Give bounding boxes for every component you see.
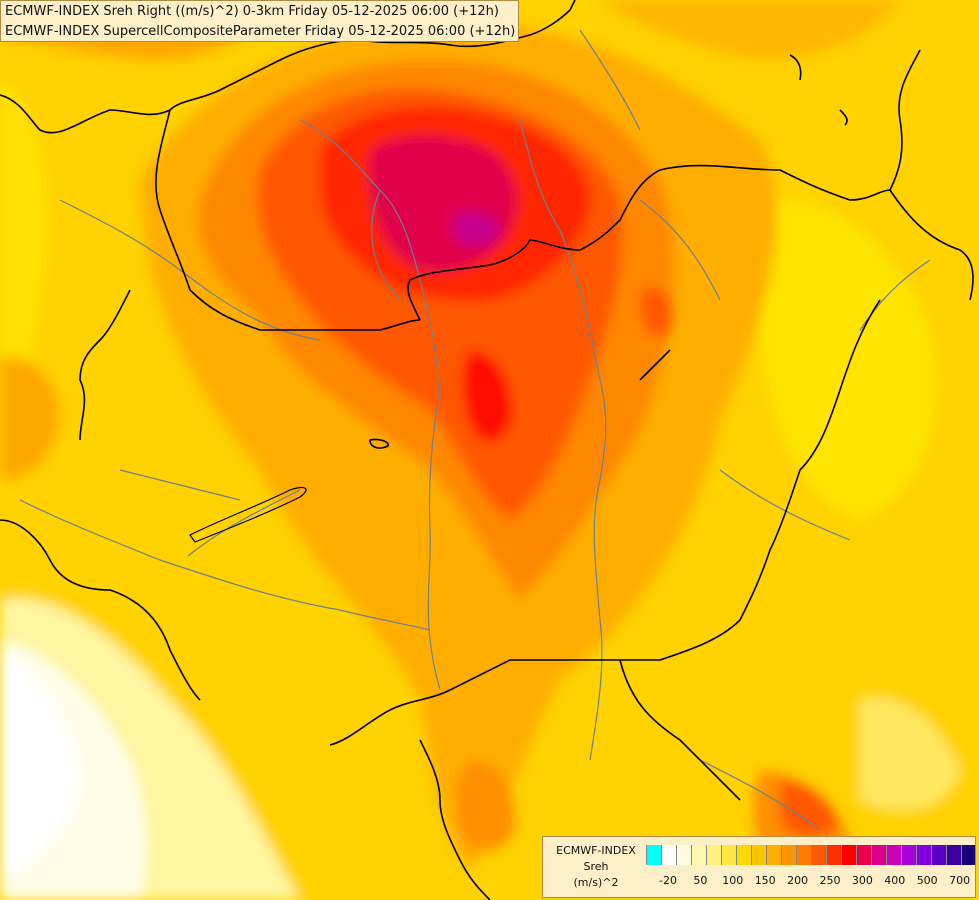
color-legend: ECMWF-INDEX Sreh (m/s)^2 -20 50 100 150 200 2…: [542, 836, 976, 898]
legend-labels: ECMWF-INDEX Sreh (m/s)^2: [547, 843, 645, 891]
legend-swatch: [856, 845, 871, 865]
map-title-secondary: ECMWF-INDEX SupercellCompositeParameter …: [5, 24, 516, 39]
legend-swatch: [931, 845, 946, 865]
rivers: [19, 29, 931, 831]
legend-swatch: [751, 845, 766, 865]
map-title-box: ECMWF-INDEX Sreh Right ((m/s)^2) 0-3km F…: [0, 0, 519, 42]
legend-swatch: [901, 845, 916, 865]
legend-tick-label: 500: [916, 874, 938, 887]
legend-tick-label: 700: [949, 874, 971, 887]
legend-tick-label: 250: [819, 874, 841, 887]
legend-tick-label: 200: [787, 874, 809, 887]
legend-swatch: [916, 845, 931, 865]
legend-tick-label: 300: [851, 874, 873, 887]
legend-tick-label: -20: [659, 874, 677, 887]
legend-swatch: [841, 845, 856, 865]
legend-tick-label: 400: [884, 874, 906, 887]
legend-swatch: [826, 845, 841, 865]
legend-swatch: [796, 845, 811, 865]
legend-swatch: [646, 845, 661, 865]
legend-variable: Sreh: [583, 860, 609, 873]
legend-tick-label: 150: [754, 874, 776, 887]
legend-swatch: [706, 845, 721, 865]
legend-title: ECMWF-INDEX: [556, 844, 636, 857]
legend-swatch: [766, 845, 781, 865]
legend-tick-label: 100: [722, 874, 744, 887]
legend-swatch: [736, 845, 751, 865]
legend-swatch: [871, 845, 886, 865]
legend-swatch: [676, 845, 691, 865]
legend-swatch: [946, 845, 961, 865]
legend-swatch: [721, 845, 736, 865]
legend-unit: (m/s)^2: [573, 876, 619, 889]
legend-swatch: [811, 845, 826, 865]
legend-swatch: [661, 845, 676, 865]
map-title-primary: ECMWF-INDEX Sreh Right ((m/s)^2) 0-3km F…: [5, 4, 499, 19]
legend-swatch: [781, 845, 796, 865]
legend-ticks: -20 50 100 150 200 250 300 400 500 700: [646, 874, 976, 890]
lake-balaton: [189, 487, 307, 543]
legend-swatch: [691, 845, 706, 865]
legend-swatch: [961, 845, 976, 865]
legend-tick-label: 50: [693, 874, 708, 887]
legend-swatch: [886, 845, 901, 865]
legend-swatches: [646, 845, 976, 865]
